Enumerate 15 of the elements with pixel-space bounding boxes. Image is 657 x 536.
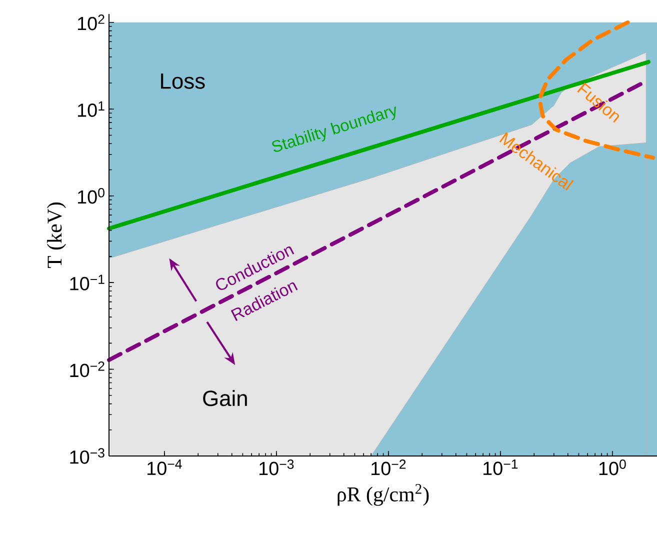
band-label: Loss [161, 74, 205, 89]
y-tick-label: 10$^{−2}$ [70, 361, 104, 378]
y-tick-label: 10$^{1}$ [78, 101, 104, 117]
y-tick-label: 10$^{2}$ [78, 14, 104, 30]
x-tick-label: 10$^{−2}$ [372, 460, 406, 476]
x-tick-label: 10$^{−1}$ [484, 460, 518, 476]
x-tick-label: 10$^{0}$ [599, 460, 626, 476]
y-tick-label: 10$^{−1}$ [70, 274, 104, 290]
x-tick-label: 10$^{−3}$ [260, 460, 294, 476]
series-label: Gain [203, 390, 247, 406]
x-axis-title: ρR (g/cm$^{2}$) [338, 484, 429, 506]
y-tick-label: 10$^{−3}$ [70, 448, 104, 464]
x-tick-label: 10$^{−4}$ [148, 460, 182, 476]
y-axis-title: T (keV) [46, 202, 66, 268]
y-tick-label: 10$^{0}$ [78, 188, 104, 204]
